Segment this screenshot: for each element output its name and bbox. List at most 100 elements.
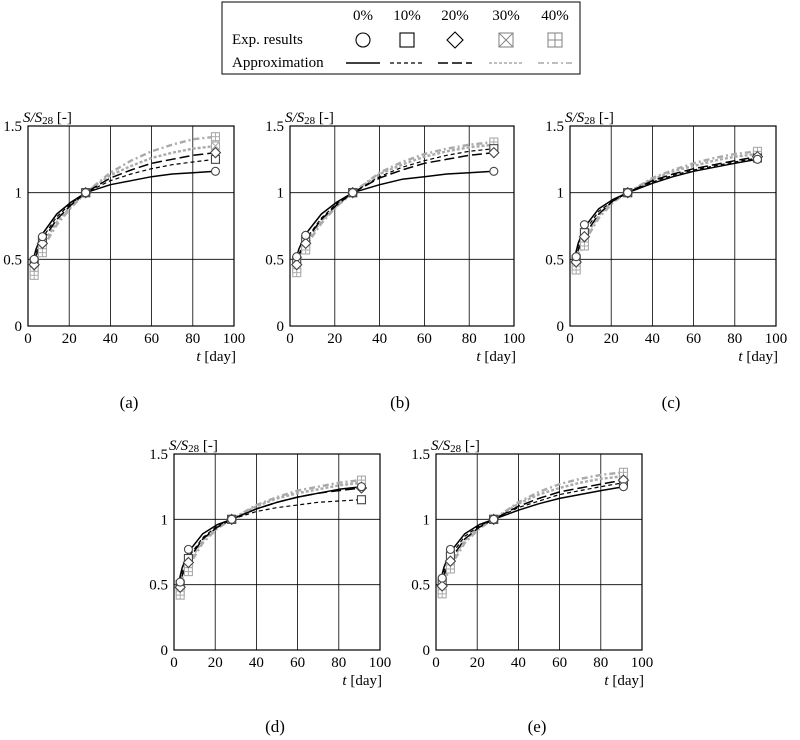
exp-point-40pct: [37, 248, 47, 258]
x-tick-label: 20: [62, 331, 77, 347]
legend-marker-2: [446, 31, 464, 49]
legend-pct-40: 40%: [541, 8, 569, 24]
panel-label: (d): [265, 717, 285, 736]
legend-pct-20: 20%: [441, 8, 469, 24]
x-tick-label: 100: [369, 655, 392, 671]
y-axis-label: S/S28 [-]: [565, 110, 614, 127]
exp-point-0pct: [29, 254, 39, 264]
exp-point-0pct: [175, 577, 185, 587]
exp-point-0pct: [292, 252, 302, 262]
x-tick-label: 40: [103, 331, 118, 347]
y-tick-label: 1.5: [411, 447, 430, 463]
exp-point-20pct: [36, 237, 49, 250]
approx-line-0pct: [573, 158, 758, 260]
x-tick-label: 0: [432, 655, 440, 671]
y-tick-label: 1.5: [265, 119, 284, 135]
x-tick-label: 60: [144, 331, 159, 347]
exp-point-0pct: [571, 252, 581, 262]
x-axis-label: t [day]: [476, 349, 516, 365]
plot-frame: [27, 125, 235, 327]
exp-point-0pct: [183, 544, 193, 554]
approx-line-30pct: [293, 143, 494, 274]
legend-marker-0: [355, 32, 371, 48]
exp-point-20pct: [488, 146, 500, 159]
legend: 0% 10% 20% 30% 40% Exp. results Approxim…: [221, 1, 581, 75]
x-tick-label: 80: [593, 655, 608, 671]
y-axis-label: S/S28 [-]: [431, 438, 480, 455]
approx-line-10pct: [293, 148, 494, 268]
legend-approx-label: Approximation: [232, 55, 324, 71]
legend-marker-1: [399, 32, 415, 48]
y-tick-label: 0.5: [411, 578, 430, 594]
y-tick-label: 0: [161, 643, 169, 659]
x-tick-label: 100: [223, 331, 246, 347]
exp-point-20pct: [209, 146, 222, 159]
exp-point-20pct: [436, 580, 448, 592]
approx-line-20pct: [31, 151, 216, 269]
approx-line-10pct: [439, 482, 624, 587]
approx-line-40pct: [176, 478, 362, 599]
plot-frame: [173, 453, 381, 651]
y-tick-label: 0: [557, 319, 565, 335]
panel-label: (a): [120, 393, 139, 412]
legend-markers: [355, 31, 563, 49]
exp-point-0pct: [301, 230, 311, 240]
x-tick-label: 80: [185, 331, 200, 347]
approx-line-10pct: [177, 499, 362, 588]
x-tick-label: 60: [290, 655, 305, 671]
x-tick-label: 0: [24, 331, 32, 347]
y-tick-label: 0.5: [149, 578, 168, 594]
exp-point-0pct: [445, 544, 455, 554]
exp-point-0pct: [81, 188, 91, 198]
x-tick-label: 100: [503, 331, 526, 347]
x-axis-label: t [day]: [342, 673, 382, 689]
y-axis-label: S/S28 [-]: [285, 110, 334, 127]
x-tick-label: 20: [208, 655, 223, 671]
approx-line-20pct: [293, 151, 494, 269]
y-tick-label: 1: [423, 512, 431, 528]
panel-d: 0 20 40 60 80 100 0 0.5 1 1.5S/S28 [-] t [day] (d): [149, 438, 391, 736]
y-axis-label: S/S28 [-]: [23, 110, 72, 127]
y-tick-label: 1: [557, 186, 565, 202]
exp-point-0pct: [37, 232, 47, 242]
panel-a: 0 20 40 60 80 100 0 0.5 1 1.5S/S28 [-] t [day] (a): [3, 110, 245, 412]
x-axis-label: t [day]: [738, 349, 778, 365]
panel-label: (e): [528, 717, 547, 736]
exp-point-0pct: [623, 188, 633, 198]
legend-marker-3: [498, 32, 514, 48]
x-tick-label: 60: [552, 655, 567, 671]
approx-line-10pct: [31, 158, 216, 267]
y-tick-label: 1.5: [545, 119, 564, 135]
x-tick-label: 0: [286, 331, 294, 347]
x-tick-label: 80: [462, 331, 477, 347]
exp-point-20pct: [182, 556, 195, 569]
exp-point-0pct: [489, 514, 499, 524]
exp-point-40pct: [579, 241, 589, 251]
panel-c: 0 20 40 60 80 100 0 0.5 1 1.5S/S28 [-] t [day] (c): [545, 110, 787, 412]
exp-point-0pct: [210, 166, 221, 176]
exp-point-40pct: [29, 270, 39, 280]
exp-point-20pct: [444, 555, 457, 567]
panel-label: (b): [390, 393, 410, 412]
y-tick-label: 0.5: [545, 252, 564, 268]
panel-label: (c): [662, 393, 681, 412]
x-tick-label: 60: [686, 331, 701, 347]
plot-frame: [435, 453, 643, 651]
x-tick-label: 20: [470, 655, 485, 671]
x-tick-label: 0: [170, 655, 178, 671]
exp-point-0pct: [356, 482, 367, 492]
x-tick-label: 40: [249, 655, 264, 671]
x-tick-label: 80: [727, 331, 742, 347]
exp-point-0pct: [489, 166, 499, 176]
exp-point-20pct: [299, 237, 312, 250]
exp-point-0pct: [752, 154, 763, 164]
approx-line-40pct: [30, 135, 216, 279]
x-tick-label: 40: [645, 331, 660, 347]
approx-line-40pct: [293, 140, 494, 276]
exp-point-20pct: [578, 230, 591, 243]
exp-point-10pct: [356, 495, 367, 505]
legend-marker-4: [547, 32, 563, 48]
y-tick-label: 1: [161, 512, 169, 528]
exp-point-0pct: [227, 514, 237, 524]
